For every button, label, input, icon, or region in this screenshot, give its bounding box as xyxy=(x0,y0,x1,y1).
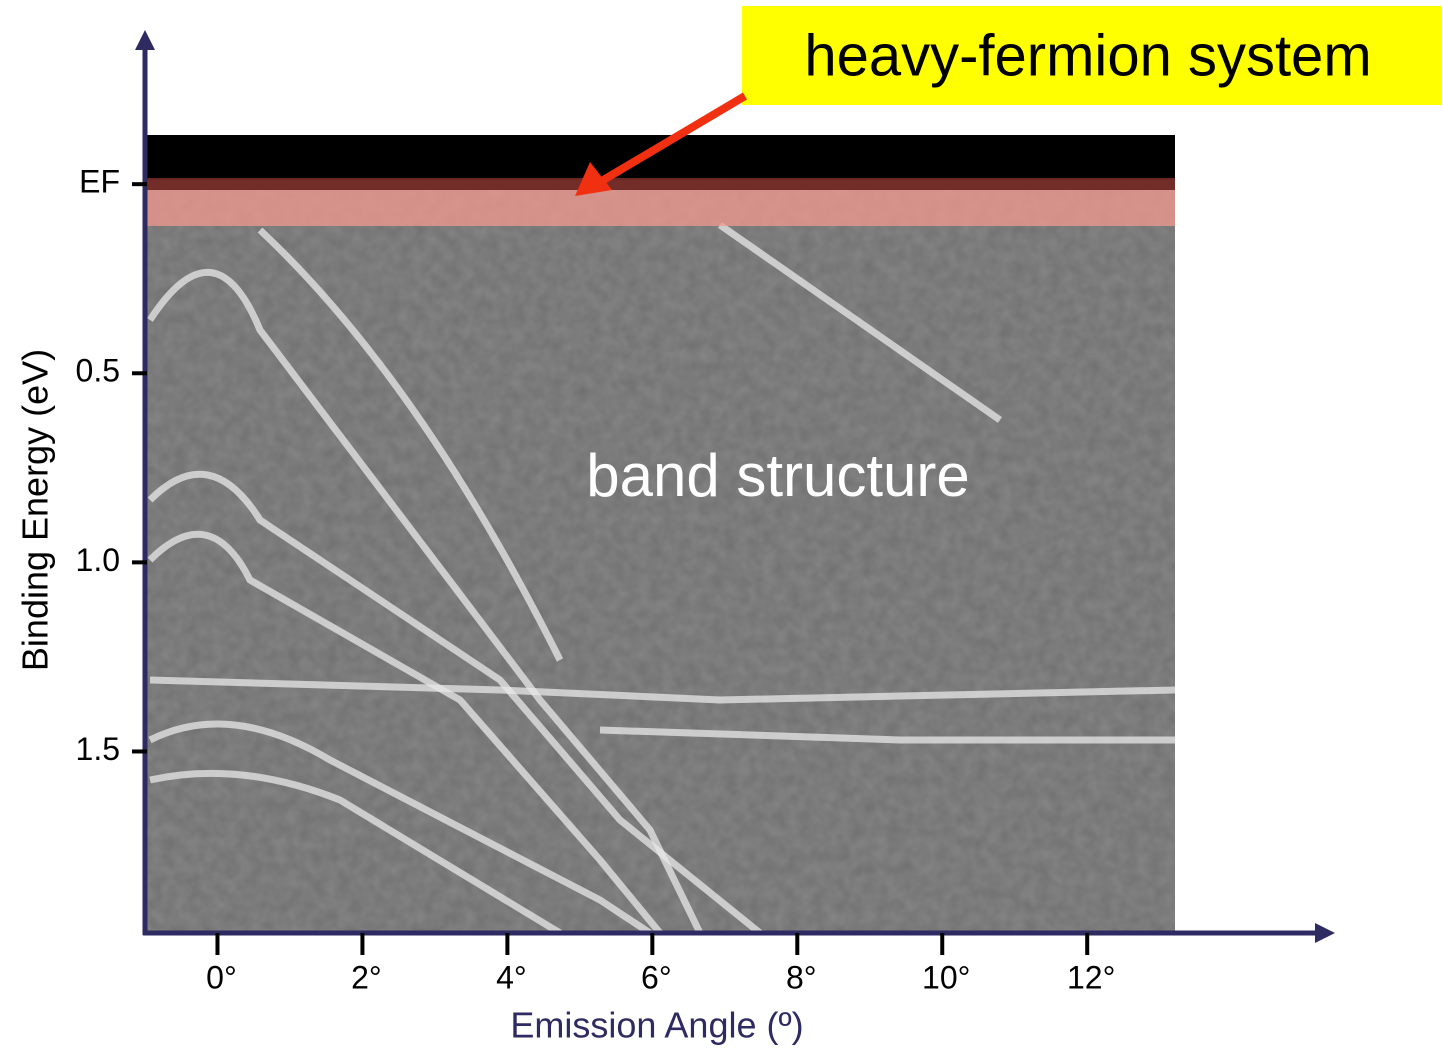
x-axis-label: Emission Angle (º) xyxy=(510,1005,803,1046)
y-tick-label: 1.0 xyxy=(76,542,120,578)
annotation: heavy-fermion system xyxy=(804,23,1371,88)
x-tick-label: 6° xyxy=(641,959,672,995)
annotation: band structure xyxy=(586,442,970,509)
x-tick-label: 4° xyxy=(496,959,527,995)
x-tick-label: 8° xyxy=(786,959,817,995)
y-axis-label: Binding Energy (eV) xyxy=(15,349,56,671)
y-tick-label: 1.5 xyxy=(76,731,120,767)
x-tick-label: 10° xyxy=(922,959,970,995)
y-tick-label: EF xyxy=(79,164,120,200)
chart: Binding Energy (eV) Emission Angle (º) h… xyxy=(0,0,1443,1053)
y-tick-label: 0.5 xyxy=(76,353,120,389)
spectrum-image xyxy=(147,135,1175,933)
x-tick-label: 0° xyxy=(206,959,237,995)
x-tick-label: 2° xyxy=(351,959,382,995)
x-tick-label: 12° xyxy=(1067,959,1115,995)
